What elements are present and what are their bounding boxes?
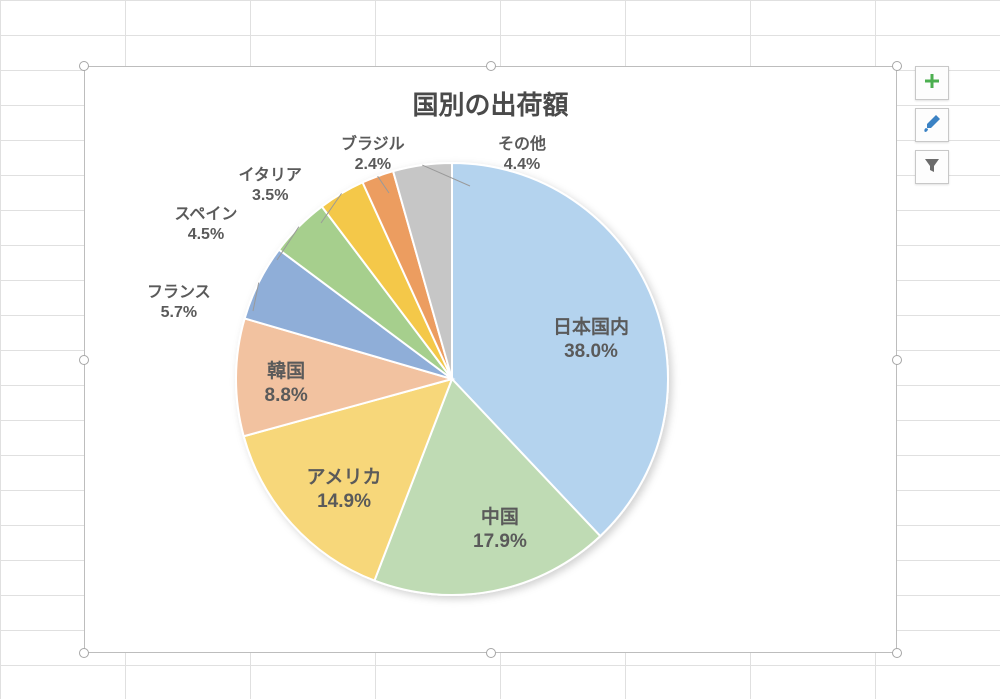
selection-handle[interactable] [892, 61, 902, 71]
data-label-percent: 4.4% [498, 155, 546, 175]
data-label[interactable]: 中国17.9% [473, 506, 527, 554]
chart-side-toolbar [915, 66, 949, 184]
data-label[interactable]: その他4.4% [498, 135, 546, 175]
plus-icon [923, 72, 941, 95]
data-label-name: 韓国 [265, 360, 308, 384]
data-label-name: アメリカ [307, 466, 382, 490]
data-label-percent: 5.7% [147, 303, 211, 323]
selection-handle[interactable] [892, 648, 902, 658]
data-label-percent: 38.0% [553, 340, 629, 364]
data-label[interactable]: スペイン4.5% [175, 205, 238, 245]
gridline [0, 0, 1000, 1]
data-label-name: スペイン [175, 205, 238, 225]
data-label[interactable]: イタリア3.5% [239, 166, 302, 206]
data-label-name: 中国 [473, 506, 527, 530]
data-label[interactable]: ブラジル2.4% [341, 135, 405, 175]
data-label-name: 日本国内 [553, 316, 629, 340]
data-label-name: ブラジル [341, 135, 405, 155]
selection-handle[interactable] [79, 61, 89, 71]
data-label-percent: 2.4% [341, 155, 405, 175]
selection-handle[interactable] [79, 355, 89, 365]
selection-handle[interactable] [892, 355, 902, 365]
gridline [0, 665, 1000, 666]
brush-icon [922, 113, 942, 138]
selection-handle[interactable] [486, 61, 496, 71]
data-label-percent: 4.5% [175, 225, 238, 245]
data-label-name: フランス [147, 283, 211, 303]
pie-chart[interactable] [85, 67, 898, 654]
selection-handle[interactable] [486, 648, 496, 658]
data-label-percent: 14.9% [307, 490, 382, 514]
data-label[interactable]: アメリカ14.9% [307, 466, 382, 514]
data-label-percent: 17.9% [473, 530, 527, 554]
data-label[interactable]: 韓国8.8% [265, 360, 308, 408]
chart-elements-button[interactable] [915, 66, 949, 100]
data-label-percent: 3.5% [239, 186, 302, 206]
gridline [0, 35, 1000, 36]
data-label-percent: 8.8% [265, 384, 308, 408]
data-label-name: イタリア [239, 166, 302, 186]
chart-filters-button[interactable] [915, 150, 949, 184]
data-label[interactable]: 日本国内38.0% [553, 316, 629, 364]
chart-styles-button[interactable] [915, 108, 949, 142]
funnel-icon [923, 156, 941, 179]
data-label-name: その他 [498, 135, 546, 155]
data-label[interactable]: フランス5.7% [147, 283, 211, 323]
selection-handle[interactable] [79, 648, 89, 658]
chart-frame[interactable]: 国別の出荷額 [84, 66, 897, 653]
